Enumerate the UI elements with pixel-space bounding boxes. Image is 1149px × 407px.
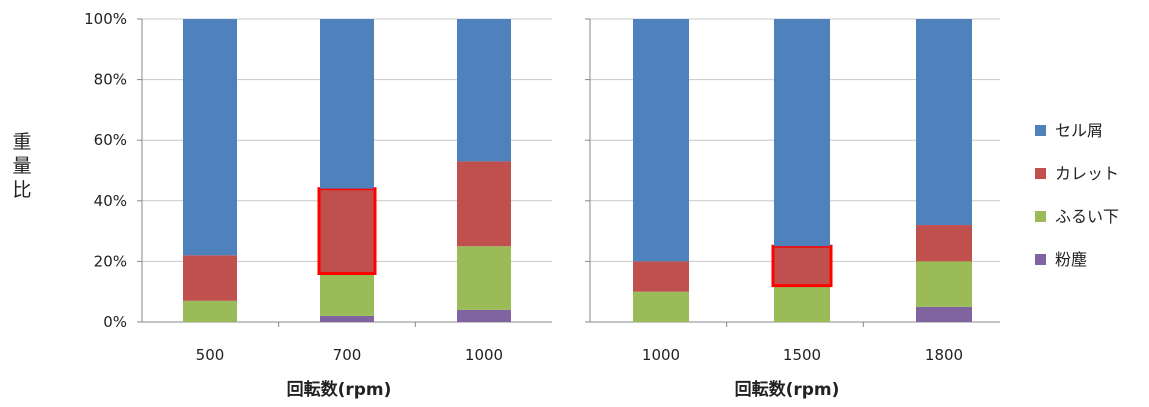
- bar-segment-500-カレット: [183, 255, 237, 301]
- x-tick-label: 1500: [783, 346, 821, 364]
- bar-segment-1000-ふるい下: [457, 246, 511, 310]
- bar-segment-1800-セル屑: [916, 19, 972, 226]
- x-tick-label: 1800: [925, 346, 963, 364]
- y-tick-label: 80%: [94, 71, 127, 89]
- bar-segment-1500-ふるい下: [774, 285, 830, 322]
- chart-panel-right: 1000 1500 1800 回転数(rpm): [585, 18, 1000, 400]
- bar-segment-700-カレット: [320, 188, 374, 274]
- bar-segment-500-セル屑: [183, 19, 237, 256]
- legend-label: 粉塵: [1055, 250, 1087, 269]
- legend-label: セル屑: [1055, 121, 1103, 140]
- bar-segment-700-ふるい下: [320, 273, 374, 316]
- bar-segment-1500-カレット: [774, 246, 830, 286]
- x-tick-label: 500: [196, 346, 225, 364]
- bar-segment-1000-セル屑: [457, 19, 511, 162]
- legend-label: ふるい下: [1055, 207, 1119, 226]
- bar-segment-1800-粉塵: [916, 306, 972, 322]
- y-axis-label: 重量比: [12, 131, 31, 201]
- bar-segment-1000-ふるい下: [633, 291, 689, 322]
- bar-segment-1000-粉塵: [457, 309, 511, 322]
- y-tick-label: 100%: [84, 10, 127, 28]
- legend-swatch: [1035, 254, 1046, 265]
- y-tick-label: 40%: [94, 192, 127, 210]
- bar-segment-1000-カレット: [457, 161, 511, 247]
- legend-swatch: [1035, 168, 1046, 179]
- bar-segment-1000-セル屑: [633, 19, 689, 262]
- x-tick-label: 1000: [642, 346, 680, 364]
- bar-segment-1800-カレット: [916, 225, 972, 262]
- bar-segment-700-粉塵: [320, 315, 374, 322]
- x-axis-title: 回転数(rpm): [287, 379, 392, 400]
- bar-segment-1500-セル屑: [774, 19, 830, 247]
- chart-panel-left: 0% 20% 40% 60% 80% 100% 500 700 1000 回転数(rpm): [84, 10, 552, 400]
- bar-segment-1800-ふるい下: [916, 261, 972, 307]
- bar-segment-500-ふるい下: [183, 300, 237, 322]
- bar-segment-1000-カレット: [633, 261, 689, 292]
- x-tick-label: 1000: [465, 346, 503, 364]
- x-axis-title: 回転数(rpm): [735, 379, 840, 400]
- legend-swatch: [1035, 125, 1046, 136]
- legend-swatch: [1035, 211, 1046, 222]
- x-tick-label: 700: [333, 346, 362, 364]
- y-tick-label: 20%: [94, 252, 127, 270]
- bar-segment-700-セル屑: [320, 19, 374, 189]
- y-tick-label: 60%: [94, 131, 127, 149]
- legend-label: カレット: [1055, 164, 1119, 183]
- y-tick-label: 0%: [103, 313, 127, 331]
